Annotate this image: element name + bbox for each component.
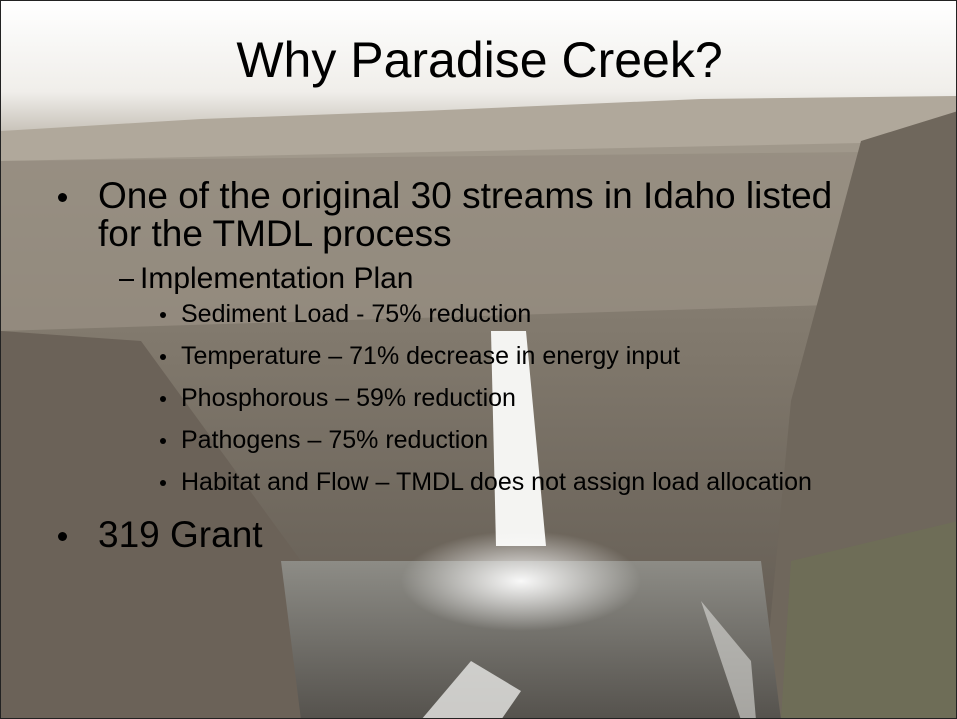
sub-sub-bullet: Pathogens – 75% reduction xyxy=(1,427,861,454)
bullet-marker xyxy=(160,396,166,402)
bullet-marker xyxy=(58,193,67,202)
bullet-marker xyxy=(160,438,166,444)
bullet: One of the original 30 streams in Idaho … xyxy=(1,177,858,253)
slide: Why Paradise Creek? One of the original … xyxy=(0,0,957,719)
bullet-text: 319 Grant xyxy=(98,514,263,555)
bullet-text: Habitat and Flow – TMDL does not assign … xyxy=(181,468,812,496)
bullet-text: Sediment Load - 75% reduction xyxy=(181,300,531,328)
bullet-text: Pathogens – 75% reduction xyxy=(181,426,488,454)
sub-sub-bullet: Temperature – 71% decrease in energy inp… xyxy=(1,343,861,370)
slide-title: Why Paradise Creek? xyxy=(1,31,957,89)
bullet-list: One of the original 30 streams in Idaho … xyxy=(1,177,957,564)
bullet-marker xyxy=(160,312,166,318)
bullet: 319 Grant xyxy=(1,516,858,554)
bullet-text: One of the original 30 streams in Idaho … xyxy=(98,175,832,254)
sub-sub-bullet: Sediment Load - 75% reduction xyxy=(1,301,861,328)
bullet-text: Phosphorous – 59% reduction xyxy=(181,384,516,412)
sub-bullet: Implementation Plan xyxy=(1,263,957,295)
sub-sub-bullet: Phosphorous – 59% reduction xyxy=(1,385,861,412)
sub-sub-bullet: Habitat and Flow – TMDL does not assign … xyxy=(1,469,861,496)
bullet-marker xyxy=(160,354,166,360)
bullet-text: Implementation Plan xyxy=(140,262,414,295)
bullet-marker xyxy=(119,279,134,281)
bullet-marker xyxy=(58,532,67,541)
bullet-marker xyxy=(160,480,166,486)
bullet-text: Temperature – 71% decrease in energy inp… xyxy=(181,342,680,370)
